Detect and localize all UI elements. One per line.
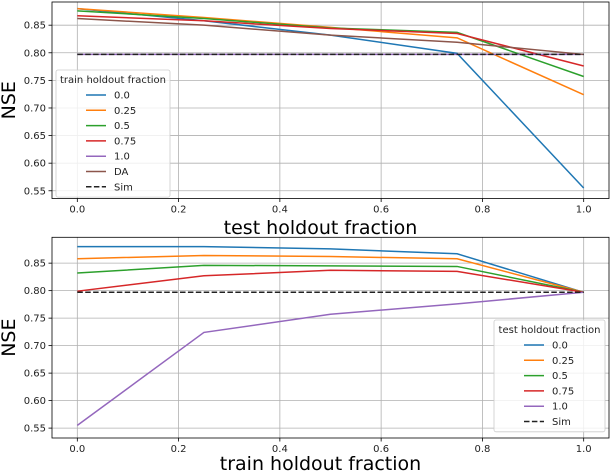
y-tick-label: 0.55 — [24, 186, 46, 197]
y-tick-label: 0.70 — [24, 341, 46, 352]
legend-entry-label: 0.25 — [552, 356, 574, 367]
y-tick-label: 0.60 — [24, 396, 46, 407]
legend-entry-label: 0.75 — [114, 136, 136, 147]
y-axis-label: NSE — [0, 81, 20, 119]
x-tick-label: 0.4 — [272, 205, 288, 216]
legend-entry-label: 0.75 — [552, 386, 574, 397]
x-tick-label: 0.0 — [69, 444, 85, 455]
x-tick-label: 0.0 — [69, 205, 85, 216]
subplot-2: 0.0 0.2 0.4 0.6 0.8 1.0 0.55 0.60 0.65 0.70 0.75 0.… — [0, 236, 610, 471]
legend-title: test holdout fraction — [499, 325, 601, 336]
x-tick-label: 0.8 — [474, 205, 490, 216]
y-tick-label: 0.75 — [24, 76, 46, 87]
legend-title: train holdout fraction — [60, 75, 166, 86]
y-tick-label: 0.85 — [24, 21, 46, 32]
legend: train holdout fraction 0.0 0.25 0.5 0.75 1.0 D… — [55, 69, 171, 198]
axes-frame — [51, 236, 610, 439]
y-tick-label: 0.55 — [24, 424, 46, 435]
y-tick-label: 0.80 — [24, 48, 46, 59]
legend-entry-label: 0.0 — [114, 91, 130, 102]
x-tick-label: 0.6 — [373, 205, 389, 216]
legend-box — [55, 69, 171, 198]
subplot-1: 0.0 0.2 0.4 0.6 0.8 1.0 0.55 0.60 0.65 0.70 0.75 0.… — [0, 1, 610, 239]
x-tick-label: 1.0 — [576, 205, 592, 216]
axes-frame — [51, 1, 610, 199]
series-line-0-25 — [77, 254, 584, 294]
series-line-0-75 — [77, 15, 584, 67]
legend-entry-label: 0.5 — [552, 371, 568, 382]
y-tick-label: 0.70 — [24, 103, 46, 114]
y-tick-label: 0.75 — [24, 314, 46, 325]
legend-entry-label: DA — [114, 167, 129, 178]
legend-entry-label: 1.0 — [114, 152, 130, 163]
y-tick-label: 0.85 — [24, 259, 46, 270]
y-tick-label: 0.65 — [24, 369, 46, 380]
series-line-0-5 — [77, 10, 584, 78]
series-line-da — [77, 17, 584, 56]
y-axis-label: NSE — [0, 319, 20, 357]
series-line-0-75 — [77, 269, 584, 294]
x-tick-label: 0.8 — [474, 444, 490, 455]
series-line-0-0 — [77, 245, 584, 294]
x-tick-label: 0.6 — [373, 444, 389, 455]
x-tick-label: 1.0 — [576, 444, 592, 455]
legend-entry-label: 0.5 — [114, 121, 130, 132]
y-tick-label: 0.80 — [24, 286, 46, 297]
x-tick-label: 0.2 — [171, 205, 187, 216]
legend-entry-label: Sim — [114, 182, 133, 193]
legend-entry-label: 0.0 — [552, 341, 568, 352]
x-axis-label: test holdout fraction — [224, 217, 418, 239]
legend-entry-label: 0.25 — [114, 106, 136, 117]
y-tick-label: 0.60 — [24, 159, 46, 170]
legend-entry-label: 1.0 — [552, 402, 568, 413]
series-line-1-0 — [76, 291, 584, 426]
series-line-0-5 — [77, 264, 584, 294]
x-tick-label: 0.2 — [171, 444, 187, 455]
x-axis-label: train holdout fraction — [220, 453, 421, 471]
y-tick-label: 0.65 — [24, 131, 46, 142]
legend-entry-label: Sim — [552, 417, 571, 428]
legend-box — [493, 319, 606, 433]
legend: test holdout fraction 0.0 0.25 0.5 0.75 1.0 Si… — [493, 319, 606, 433]
x-tick-label: 0.4 — [272, 444, 288, 455]
